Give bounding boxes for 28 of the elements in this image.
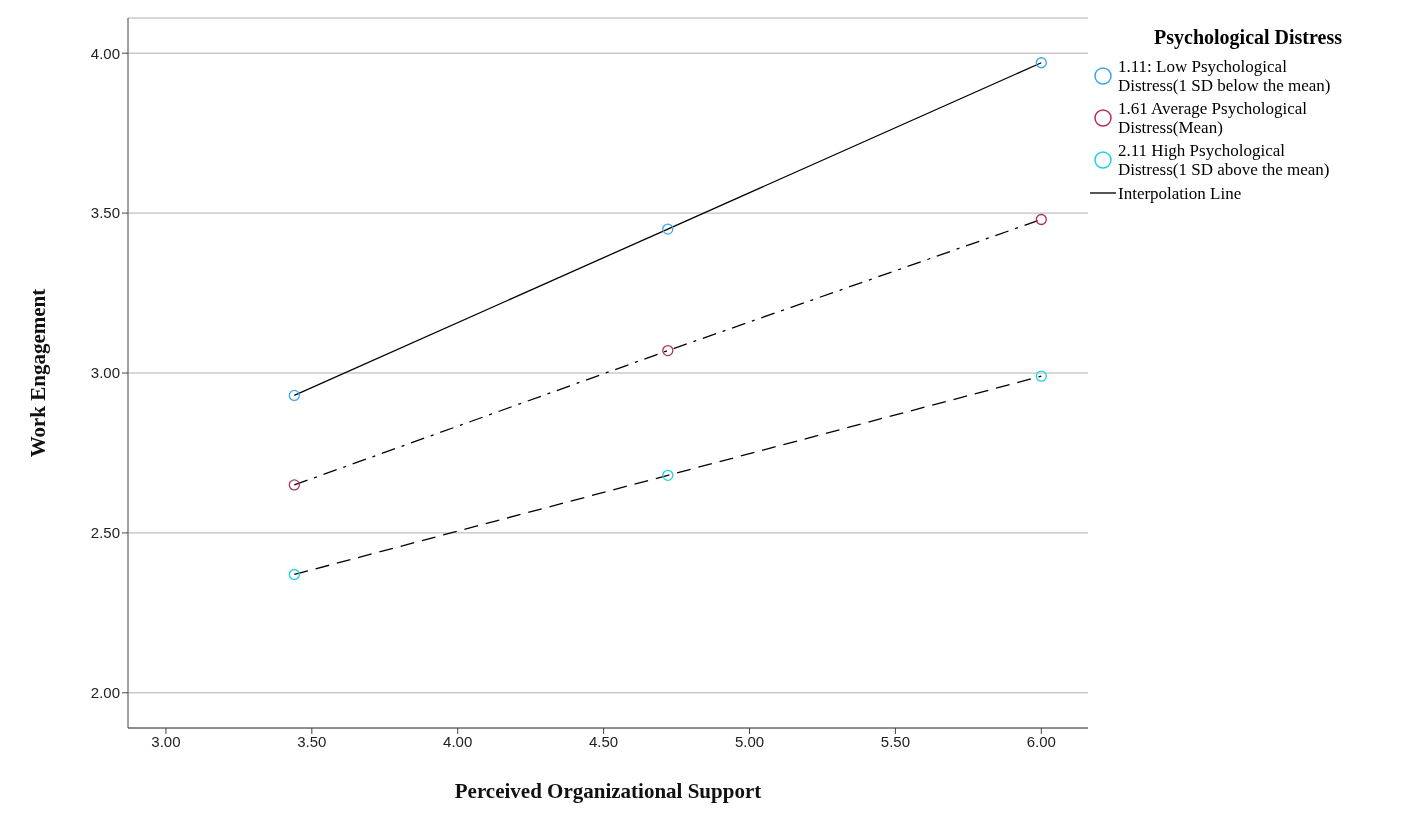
- x-tick-label: 6.00: [1026, 732, 1056, 750]
- point: [288, 389, 300, 402]
- x-tick-label: 5.50: [880, 732, 911, 750]
- point: [1035, 213, 1047, 226]
- legend-label: 1.11: Low Psychological Distress(1 SD below the mean): [1118, 57, 1332, 95]
- y-tick-label: 4.00: [90, 44, 120, 62]
- y-tick-label: 3.00: [90, 364, 120, 382]
- point: [662, 344, 674, 357]
- y-axis-title: Work Engagement: [26, 288, 51, 458]
- point: [662, 469, 674, 481]
- x-tick-label: 4.00: [443, 732, 473, 750]
- point: [1035, 370, 1047, 382]
- y-tick-label: 2.50: [90, 524, 120, 542]
- point: [288, 479, 300, 491]
- y-tick-label: 2.00: [90, 684, 120, 702]
- x-tick-label: 3.50: [297, 732, 327, 750]
- x-tick-label: 5.00: [734, 732, 765, 750]
- legend-label: 2.11 High Psychological Distress(1 SD above the mean): [1118, 141, 1331, 179]
- legend-title: Psychological Distress: [1153, 26, 1343, 49]
- y-tick-label: 3.50: [90, 204, 120, 222]
- point: [1035, 57, 1047, 69]
- x-axis-title: Perceived Organizational Support: [454, 779, 762, 803]
- point: [288, 568, 300, 581]
- legend-label: 1.61 Average Psychological Distress(Mean): [1118, 99, 1308, 137]
- x-tick-label: 3.00: [151, 732, 181, 750]
- legend-label: Interpolation Line: [1118, 183, 1243, 203]
- x-tick-label: 4.50: [589, 732, 619, 750]
- point: [662, 223, 674, 235]
